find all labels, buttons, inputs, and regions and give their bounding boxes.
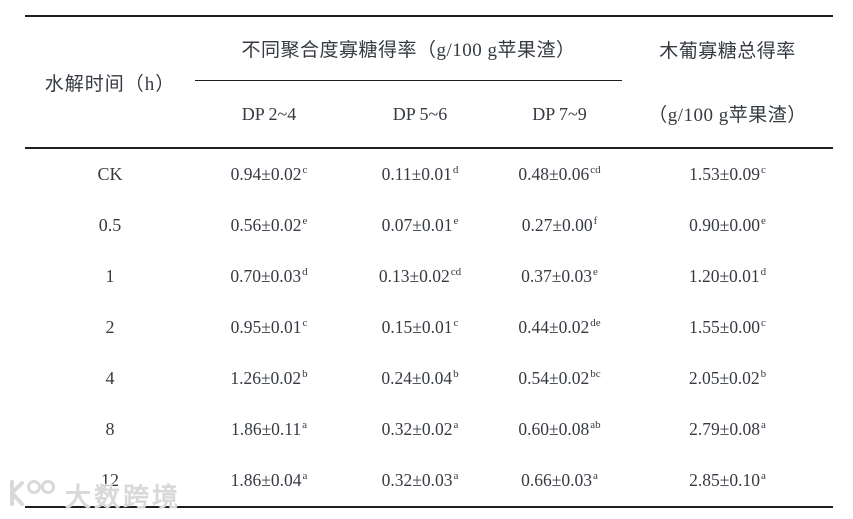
header-total-yield-line2: （g/100 g苹果渣） bbox=[648, 105, 807, 126]
significance-letter: b bbox=[760, 368, 767, 381]
significance-letter: a bbox=[302, 419, 308, 432]
cell-dp24: 1.26±0.02b bbox=[230, 368, 308, 388]
table-row: 0.5 0.56±0.02e 0.07±0.01e 0.27±0.00f 0.9… bbox=[25, 200, 833, 251]
header-row-dp: DP 2~4 DP 5~6 DP 7~9 bbox=[25, 80, 833, 149]
significance-letter: d bbox=[452, 164, 459, 177]
cell-total: 2.79±0.08a bbox=[689, 419, 766, 439]
header-row-group: 水解时间（h） 不同聚合度寡糖得率（g/100 g苹果渣） 木葡寡糖总得率 （g… bbox=[25, 16, 833, 149]
cell-dp56: 0.11±0.01d bbox=[381, 164, 459, 184]
cell-dp24: 1.86±0.04a bbox=[195, 455, 343, 508]
significance-letter: c bbox=[760, 317, 766, 330]
significance-letter: e bbox=[453, 215, 459, 228]
cell-time: 2 bbox=[105, 317, 115, 337]
cell-dp24: 0.94±0.02c bbox=[230, 164, 308, 184]
cell-dp79: 0.48±0.06cd bbox=[518, 164, 601, 184]
significance-letter: bc bbox=[590, 368, 601, 381]
cell-dp24: 0.70±0.03d bbox=[230, 266, 308, 286]
cell-dp24: 0.56±0.02e bbox=[230, 215, 308, 235]
table-row: 8 1.86±0.11a 0.32±0.02a 0.60±0.08ab 2.79… bbox=[25, 404, 833, 455]
cell-dp56: 0.13±0.02cd bbox=[378, 266, 462, 286]
cell-time: 1 bbox=[105, 266, 115, 286]
cell-dp24: 0.95±0.01c bbox=[230, 317, 308, 337]
significance-letter: c bbox=[302, 164, 308, 177]
cell-total: 1.55±0.00c bbox=[689, 317, 766, 337]
table-row: 2 0.95±0.01c 0.15±0.01c 0.44±0.02de 1.55… bbox=[25, 302, 833, 353]
cell-dp56: 0.32±0.03a bbox=[343, 455, 497, 508]
header-total-yield: 木葡寡糖总得率 （g/100 g苹果渣） bbox=[622, 16, 833, 149]
significance-letter: e bbox=[302, 215, 308, 228]
cell-dp56: 0.07±0.01e bbox=[381, 215, 459, 235]
significance-letter: c bbox=[302, 317, 308, 330]
header-total-yield-line1: 木葡寡糖总得率 bbox=[659, 40, 796, 62]
header-dp-group: 不同聚合度寡糖得率（g/100 g苹果渣） bbox=[195, 16, 622, 81]
cell-dp79: 0.66±0.03a bbox=[497, 455, 622, 508]
cell-time: 4 bbox=[105, 368, 115, 388]
cell-total: 2.05±0.02b bbox=[688, 368, 767, 388]
significance-letter: de bbox=[590, 317, 601, 330]
cell-dp79: 0.44±0.02de bbox=[518, 317, 601, 337]
cell-time: 8 bbox=[105, 419, 115, 439]
cell-time: CK bbox=[97, 164, 123, 184]
table-row: 12 1.86±0.04a 0.32±0.03a 0.66±0.03a 2.85… bbox=[25, 455, 833, 508]
significance-letter: d bbox=[760, 266, 767, 279]
significance-letter: e bbox=[760, 215, 766, 228]
significance-letter: a bbox=[453, 419, 459, 432]
significance-letter: a bbox=[592, 470, 598, 483]
significance-letter: a bbox=[760, 419, 766, 432]
cell-dp56: 0.24±0.04b bbox=[381, 368, 459, 388]
cell-time: 0.5 bbox=[98, 215, 122, 235]
significance-letter: cd bbox=[590, 164, 601, 177]
cell-dp79: 0.27±0.00f bbox=[521, 215, 598, 235]
significance-letter: f bbox=[593, 215, 598, 228]
significance-letter: cd bbox=[450, 266, 462, 279]
header-hydrolysis-time: 水解时间（h） bbox=[25, 16, 195, 149]
cell-time: 12 bbox=[25, 455, 195, 508]
header-dp-5-6: DP 5~6 bbox=[343, 80, 497, 149]
cell-dp79: 0.60±0.08ab bbox=[518, 419, 601, 439]
significance-letter: c bbox=[760, 164, 766, 177]
oligosaccharide-yield-table: 水解时间（h） 不同聚合度寡糖得率（g/100 g苹果渣） 木葡寡糖总得率 （g… bbox=[25, 15, 833, 508]
significance-letter: e bbox=[592, 266, 598, 279]
significance-letter: a bbox=[302, 470, 308, 483]
significance-letter: d bbox=[302, 266, 308, 279]
table-row: 4 1.26±0.02b 0.24±0.04b 0.54±0.02bc 2.05… bbox=[25, 353, 833, 404]
cell-dp79: 0.54±0.02bc bbox=[518, 368, 601, 388]
cell-dp56: 0.32±0.02a bbox=[381, 419, 459, 439]
cell-dp79: 0.37±0.03e bbox=[521, 266, 598, 286]
significance-letter: c bbox=[453, 317, 459, 330]
header-dp-2-4: DP 2~4 bbox=[195, 80, 343, 149]
cell-dp56: 0.15±0.01c bbox=[381, 317, 459, 337]
cell-total: 0.90±0.00e bbox=[689, 215, 766, 235]
significance-letter: b bbox=[453, 368, 459, 381]
significance-letter: b bbox=[302, 368, 308, 381]
header-dp-7-9: DP 7~9 bbox=[497, 80, 622, 149]
cell-total: 1.53±0.09c bbox=[689, 164, 766, 184]
cell-dp24: 1.86±0.11a bbox=[230, 419, 308, 439]
table-row: CK 0.94±0.02c 0.11±0.01d 0.48±0.06cd 1.5… bbox=[25, 148, 833, 200]
table-row: 1 0.70±0.03d 0.13±0.02cd 0.37±0.03e 1.20… bbox=[25, 251, 833, 302]
cell-total: 2.85±0.10a bbox=[622, 455, 833, 508]
significance-letter: a bbox=[453, 470, 459, 483]
significance-letter: a bbox=[760, 470, 766, 483]
cell-total: 1.20±0.01d bbox=[688, 266, 767, 286]
significance-letter: ab bbox=[590, 419, 601, 432]
